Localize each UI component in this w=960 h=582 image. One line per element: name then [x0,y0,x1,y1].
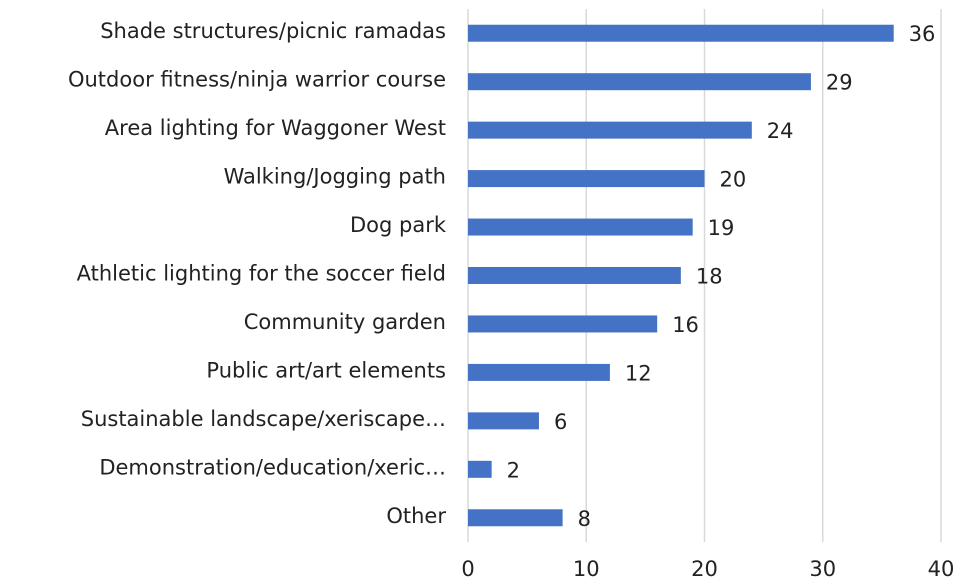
data-label: 8 [578,507,591,531]
bar [468,315,658,333]
data-label: 12 [625,361,652,385]
bar [468,412,539,430]
y-tick-label: Other [386,504,446,528]
bar [468,460,492,478]
bar [468,121,752,139]
y-tick-label: Sustainable landscape/xeriscape… [81,407,446,431]
data-label: 36 [909,22,936,46]
y-tick-label: Demonstration/education/xeric… [99,455,446,479]
y-tick-label: Shade structures/picnic ramadas [100,19,446,43]
bar [468,509,563,527]
y-tick-label: Outdoor fitness/ninja warrior course [68,68,446,92]
x-tick-label: 30 [809,557,836,581]
bar [468,170,705,188]
y-tick-label: Dog park [350,213,447,237]
data-label: 6 [554,410,567,434]
y-tick-label: Community garden [244,310,446,334]
bar [468,363,610,381]
x-tick-label: 0 [461,557,474,581]
data-label: 2 [507,458,520,482]
bar [468,218,693,236]
x-tick-label: 10 [573,557,600,581]
y-tick-label: Area lighting for Waggoner West [105,116,446,140]
y-tick-label: Walking/Jogging path [224,165,446,189]
y-tick-label: Public art/art elements [206,358,446,382]
data-label: 16 [672,313,699,337]
bar [468,267,681,284]
bar [468,73,811,91]
data-label: 18 [696,265,723,289]
data-label: 24 [767,119,794,143]
data-label: 29 [826,71,853,95]
x-tick-label: 40 [928,557,955,581]
bar [468,24,894,42]
data-label: 19 [708,216,735,240]
data-label: 20 [720,168,747,192]
y-tick-label: Athletic lighting for the soccer field [77,262,446,286]
x-tick-label: 20 [691,557,718,581]
